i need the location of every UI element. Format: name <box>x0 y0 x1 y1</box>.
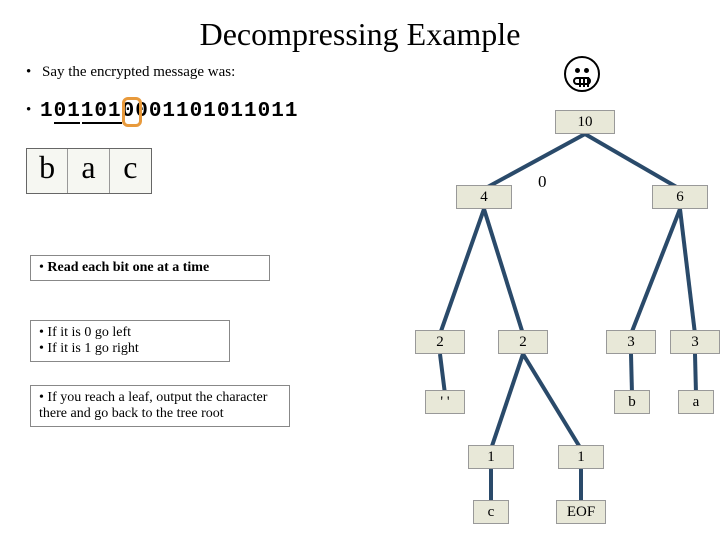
intro-text: Say the encrypted message was: <box>42 64 235 81</box>
tree-edge <box>482 208 525 334</box>
tree-node-n2a: 2 <box>415 330 465 354</box>
underline-a <box>82 122 122 124</box>
tree-node-n1a: 1 <box>468 445 514 469</box>
tree-edge <box>438 208 486 334</box>
tree-node-b: b <box>614 390 650 414</box>
edge-label-0: 0 <box>538 172 547 192</box>
bullet-intro: • Say the encrypted message was: <box>22 64 235 81</box>
tree-edge <box>579 469 583 504</box>
tree-node-n3b: 3 <box>670 330 720 354</box>
tree-node-c: c <box>473 500 509 524</box>
tree-edge <box>629 208 682 334</box>
instr-left-text: If it is 0 go left <box>47 325 131 340</box>
tree-node-sp: ' ' <box>425 390 465 414</box>
slide-title: Decompressing Example <box>140 16 580 53</box>
current-bit-highlight <box>122 97 142 127</box>
output-cell-0: b <box>27 149 68 193</box>
tree-node-n6: 6 <box>652 185 708 209</box>
tree-edge <box>678 209 697 334</box>
output-box: b a c <box>26 148 152 194</box>
tree-edge <box>629 354 634 394</box>
bullet-dot: • <box>22 102 42 119</box>
instr-leaf-text: If you reach a leaf, output the characte… <box>39 390 267 421</box>
instr-right-text: If it is 1 go right <box>47 341 138 356</box>
bullet-bitstring-dot: • <box>22 102 42 119</box>
output-cell-2: c <box>110 149 151 193</box>
tree-node-n2b: 2 <box>498 330 548 354</box>
tree-node-root: 10 <box>555 110 615 134</box>
tree-edge <box>584 132 681 190</box>
underline-b <box>54 122 80 124</box>
tree-node-n4: 4 <box>456 185 512 209</box>
output-cell-1: a <box>68 149 109 193</box>
face-icon <box>564 56 600 92</box>
tree-edge <box>489 353 525 449</box>
instr-branch: • If it is 0 go left • If it is 1 go rig… <box>30 320 230 362</box>
tree-edge <box>693 354 698 394</box>
instr-read-text: Read each bit one at a time <box>47 260 209 275</box>
tree-node-n3a: 3 <box>606 330 656 354</box>
instr-read: • Read each bit one at a time <box>30 255 270 281</box>
tree-edge <box>483 132 586 191</box>
bitstring: 1011010001101011011 <box>40 100 298 123</box>
tree-node-a: a <box>678 390 714 414</box>
tree-node-n1b: 1 <box>558 445 604 469</box>
instr-leaf: • If you reach a leaf, output the charac… <box>30 385 290 427</box>
tree-edge <box>489 469 493 504</box>
tree-node-eof: EOF <box>556 500 606 524</box>
tree-edge <box>521 353 582 450</box>
bullet-dot: • <box>22 64 42 81</box>
tree-edge <box>438 354 447 394</box>
